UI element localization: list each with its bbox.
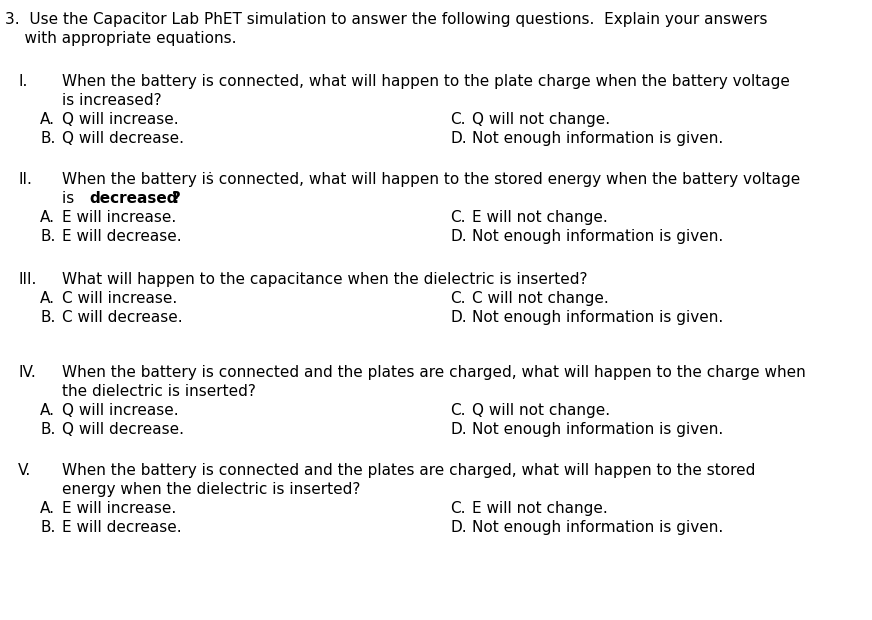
Text: A.: A.	[40, 403, 55, 418]
Text: Q will not change.: Q will not change.	[472, 403, 610, 418]
Text: ?: ?	[172, 191, 181, 206]
Text: When the battery is connected, what will happen to the plate charge when the bat: When the battery is connected, what will…	[62, 74, 790, 89]
Text: When the battery is connected and the plates are charged, what will happen to th: When the battery is connected and the pl…	[62, 463, 755, 478]
Text: C.: C.	[450, 291, 466, 306]
Text: A.: A.	[40, 501, 55, 516]
Text: C.: C.	[450, 210, 466, 225]
Text: Q will decrease.: Q will decrease.	[62, 131, 184, 146]
Text: C will not change.: C will not change.	[472, 291, 609, 306]
Text: C will increase.: C will increase.	[62, 291, 177, 306]
Text: C.: C.	[450, 501, 466, 516]
Text: II.: II.	[18, 172, 32, 187]
Text: Not enough information is given.: Not enough information is given.	[472, 310, 723, 325]
Text: D.: D.	[450, 229, 467, 244]
Text: Q will not change.: Q will not change.	[472, 112, 610, 127]
Text: A.: A.	[40, 291, 55, 306]
Text: Not enough information is given.: Not enough information is given.	[472, 131, 723, 146]
Text: D.: D.	[450, 422, 467, 437]
Text: III.: III.	[18, 272, 37, 287]
Text: A.: A.	[40, 210, 55, 225]
Text: I.: I.	[18, 74, 27, 89]
Text: When the battery is connected and the plates are charged, what will happen to th: When the battery is connected and the pl…	[62, 365, 806, 380]
Text: Q will increase.: Q will increase.	[62, 112, 179, 127]
Text: V.: V.	[18, 463, 31, 478]
Text: C will decrease.: C will decrease.	[62, 310, 182, 325]
Text: D.: D.	[450, 310, 467, 325]
Text: E will increase.: E will increase.	[62, 501, 176, 516]
Text: with appropriate equations.: with appropriate equations.	[5, 31, 236, 46]
Text: Q will increase.: Q will increase.	[62, 403, 179, 418]
Text: 3.  Use the Capacitor Lab PhET simulation to answer the following questions.  Ex: 3. Use the Capacitor Lab PhET simulation…	[5, 12, 767, 27]
Text: Not enough information is given.: Not enough information is given.	[472, 422, 723, 437]
Text: energy when the dielectric is inserted?: energy when the dielectric is inserted?	[62, 482, 360, 497]
Text: the dielectric is inserted?: the dielectric is inserted?	[62, 384, 255, 399]
Text: C.: C.	[450, 403, 466, 418]
Text: E will decrease.: E will decrease.	[62, 520, 181, 535]
Text: B.: B.	[40, 520, 56, 535]
Text: is increased?: is increased?	[62, 93, 161, 108]
Text: C.: C.	[450, 112, 466, 127]
Text: IV.: IV.	[18, 365, 36, 380]
Text: D.: D.	[450, 520, 467, 535]
Text: B.: B.	[40, 422, 56, 437]
Text: D.: D.	[450, 131, 467, 146]
Text: Not enough information is given.: Not enough information is given.	[472, 520, 723, 535]
Text: A.: A.	[40, 112, 55, 127]
Text: Not enough information is given.: Not enough information is given.	[472, 229, 723, 244]
Text: Q will decrease.: Q will decrease.	[62, 422, 184, 437]
Text: E will increase.: E will increase.	[62, 210, 176, 225]
Text: E will not change.: E will not change.	[472, 210, 608, 225]
Text: E will not change.: E will not change.	[472, 501, 608, 516]
Text: B.: B.	[40, 310, 56, 325]
Text: B.: B.	[40, 229, 56, 244]
Text: is: is	[62, 191, 79, 206]
Text: decreased: decreased	[90, 191, 178, 206]
Text: E will decrease.: E will decrease.	[62, 229, 181, 244]
Text: When the battery iṡ connected, what will happen to the stored energy when the b: When the battery iṡ connected, what wil…	[62, 172, 800, 187]
Text: B.: B.	[40, 131, 56, 146]
Text: What will happen to the capacitance when the dielectric is inserted?: What will happen to the capacitance when…	[62, 272, 588, 287]
